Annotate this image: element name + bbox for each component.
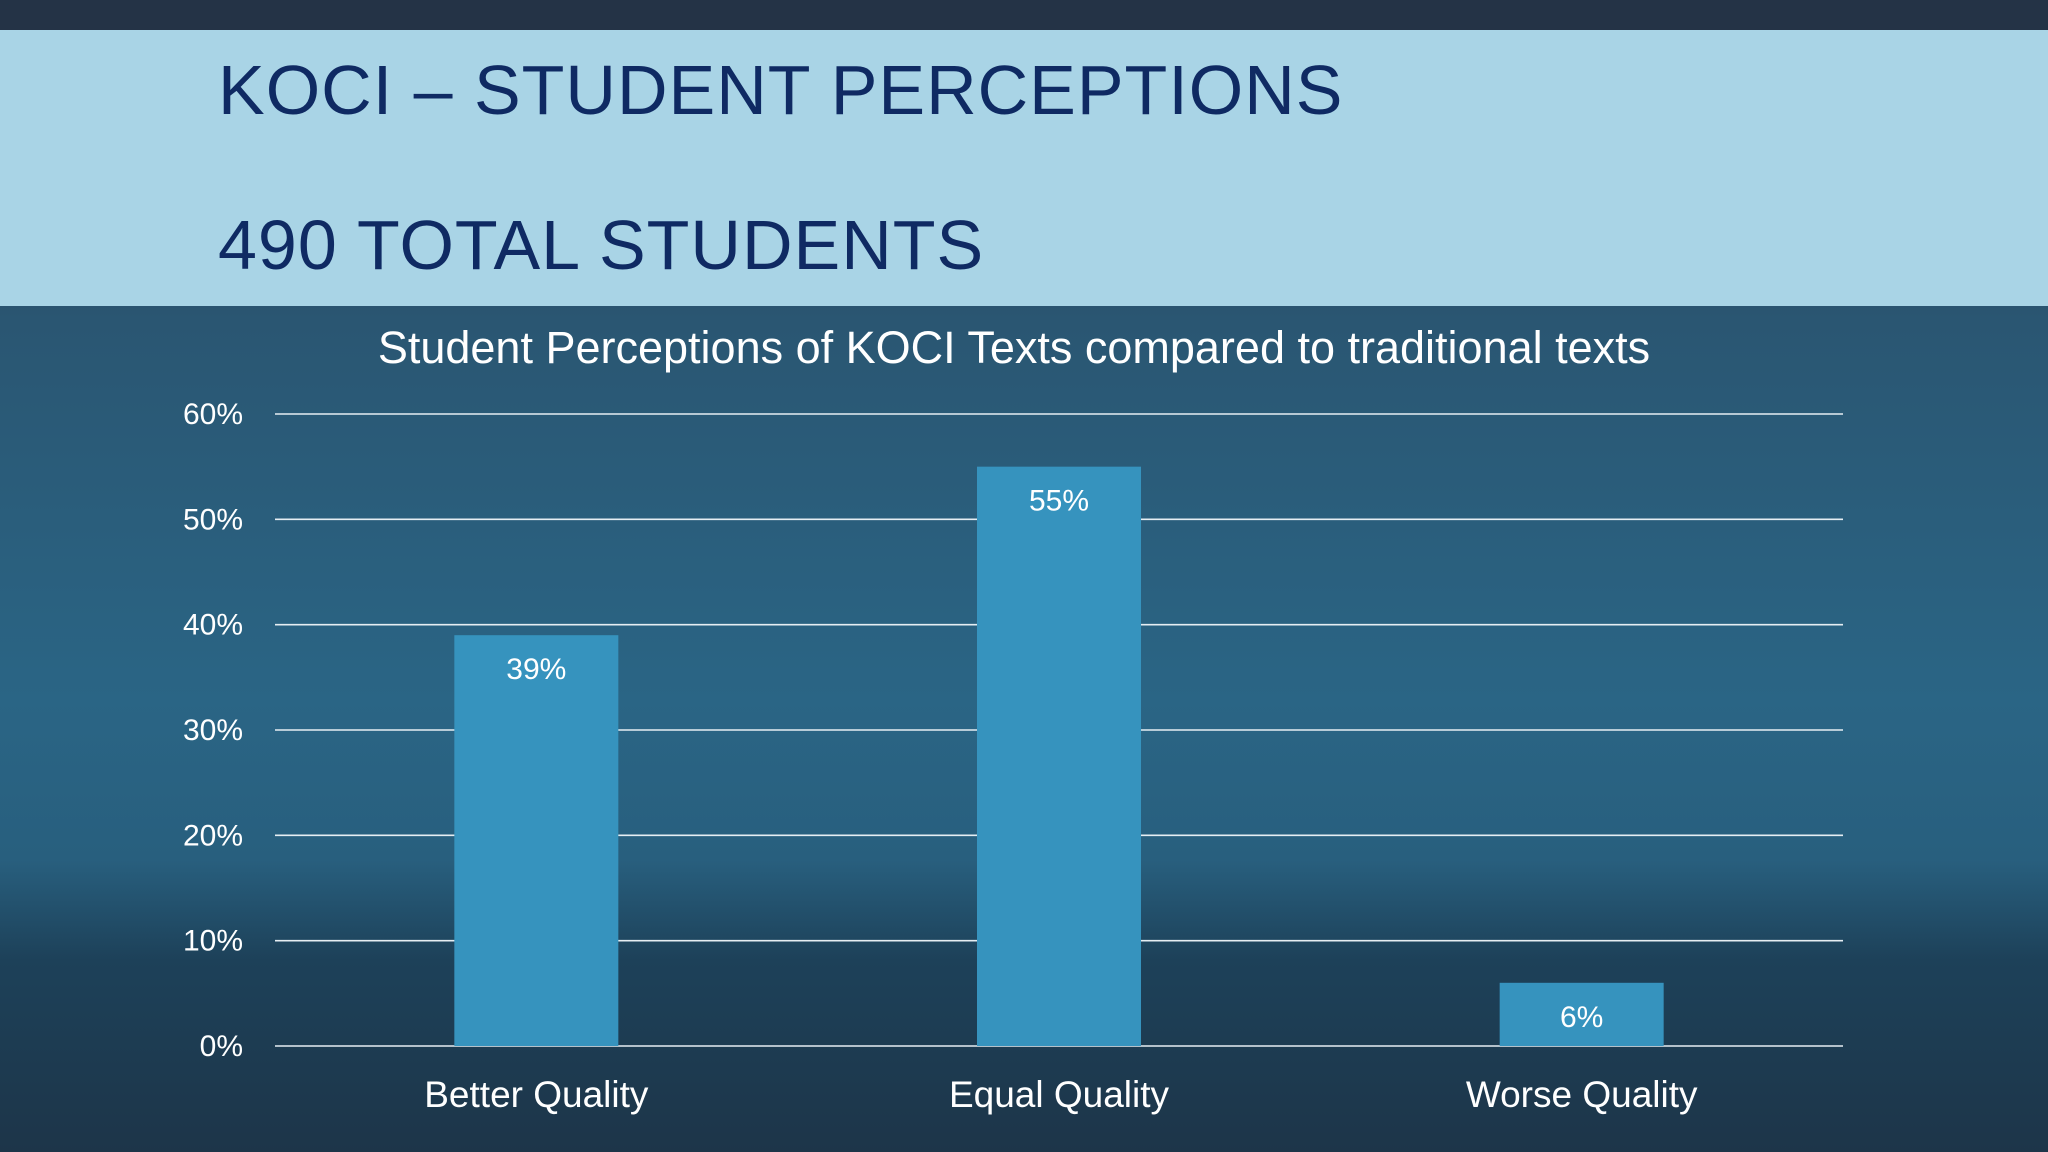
y-tick-label: 50% [183, 503, 243, 536]
bar [977, 466, 1141, 1047]
bar [454, 635, 619, 1046]
chart-title-container: Student Perceptions of KOCI Texts compar… [0, 322, 2048, 374]
y-tick-label: 60% [183, 398, 243, 431]
bar [1499, 982, 1664, 1046]
y-tick-label: 0% [200, 1030, 243, 1063]
top-strip [0, 0, 2048, 30]
slide-title: KOCI – STUDENT PERCEPTIONS [218, 51, 1344, 129]
chart-title: Student Perceptions of KOCI Texts compar… [377, 322, 1651, 373]
x-category-label: Equal Quality [949, 1074, 1170, 1115]
x-category-label: Better Quality [424, 1074, 649, 1115]
bars [454, 466, 1664, 1047]
x-category-label: Worse Quality [1466, 1074, 1698, 1115]
slide-header [0, 30, 2048, 306]
data-label: 39% [506, 653, 566, 686]
data-label: 55% [1029, 485, 1089, 518]
y-tick-label: 40% [183, 609, 243, 642]
slide-subtitle: 490 TOTAL STUDENTS [218, 206, 985, 284]
data-labels: 39% 55% 6% [506, 485, 1603, 1034]
y-tick-label: 20% [183, 819, 243, 852]
y-axis-tick-labels: 0% 10% 20% 30% 40% 50% 60% [183, 398, 243, 1063]
y-tick-label: 30% [183, 714, 243, 747]
y-tick-label: 10% [183, 925, 243, 958]
x-axis-category-labels: Better Quality Equal Quality Worse Quality [424, 1074, 1698, 1115]
data-label: 6% [1560, 1001, 1603, 1034]
